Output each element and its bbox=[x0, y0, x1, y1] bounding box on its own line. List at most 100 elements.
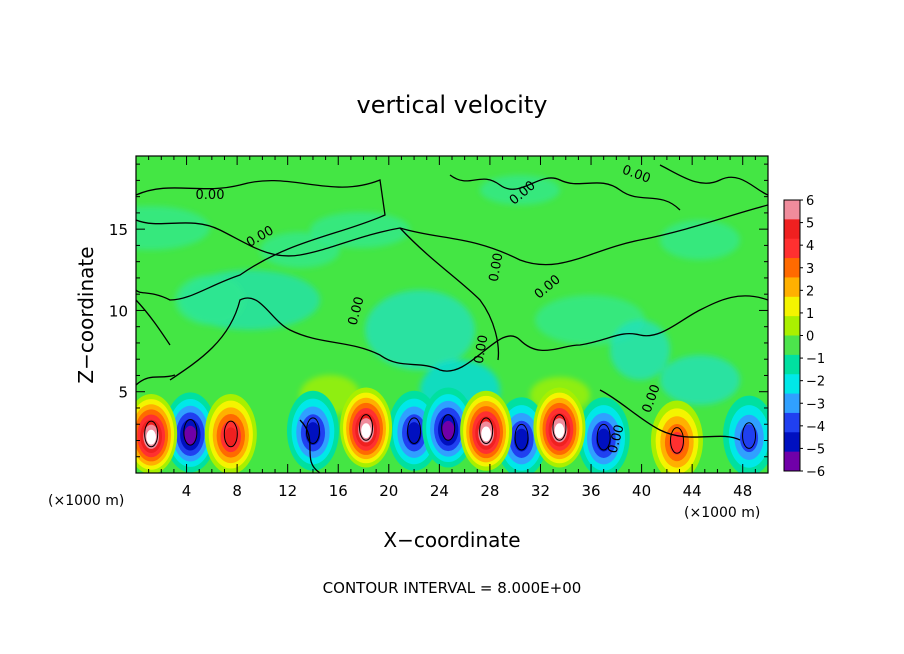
x-tick-label: 40 bbox=[632, 482, 651, 500]
mid-level-patch bbox=[175, 275, 245, 325]
colorbar-label: 1 bbox=[806, 307, 814, 322]
cell-contour bbox=[669, 427, 684, 454]
downdraft-cell bbox=[577, 397, 630, 473]
colorbar-label: 4 bbox=[806, 239, 814, 254]
contour-value-label: 0.00 bbox=[196, 188, 225, 203]
colorbar-segment bbox=[784, 316, 800, 336]
zero-contour-line bbox=[659, 164, 768, 196]
updraft-cell bbox=[650, 400, 703, 473]
cell-contour bbox=[441, 414, 456, 441]
cell-ring bbox=[361, 423, 371, 439]
y-tick-label: 10 bbox=[109, 302, 128, 320]
colorbar-label: −5 bbox=[806, 442, 825, 457]
cell-ring bbox=[481, 426, 491, 442]
zero-contour-line bbox=[169, 295, 768, 381]
colorbar-label: 6 bbox=[806, 194, 814, 209]
x-tick-label: 16 bbox=[329, 482, 348, 500]
colorbar-segment bbox=[784, 393, 800, 414]
contour-value-label: 0.00 bbox=[472, 334, 492, 365]
contour-value-label: 0.00 bbox=[606, 423, 628, 455]
mid-level-patch bbox=[260, 232, 340, 268]
colorbar: 6 5 4 3 2 1 0 −1 −2 −3 −4 −5 −6 bbox=[783, 194, 825, 480]
mid-level-patch bbox=[660, 220, 740, 260]
zero-contour-line bbox=[399, 227, 500, 361]
colorbar-segment bbox=[784, 238, 800, 259]
updraft-cell bbox=[340, 387, 393, 468]
colorbar-label: 0 bbox=[806, 330, 814, 345]
mid-level-patch bbox=[480, 175, 560, 205]
x-tick-label: 32 bbox=[531, 482, 550, 500]
colorbar-label: 2 bbox=[806, 284, 814, 299]
x-tick-label: 4 bbox=[182, 482, 192, 500]
colorbar-label: −1 bbox=[806, 352, 825, 367]
mid-level-patch bbox=[610, 320, 670, 380]
downdraft-cell bbox=[723, 395, 768, 473]
colorbar-label: −3 bbox=[806, 397, 825, 412]
downdraft-cell bbox=[164, 392, 217, 473]
colorbar-segment bbox=[784, 354, 800, 375]
colorbar-label: 5 bbox=[806, 217, 814, 232]
chart-title: vertical velocity bbox=[357, 91, 548, 119]
y-tick-label: 5 bbox=[118, 384, 128, 402]
cell-contour bbox=[223, 420, 238, 448]
updraft-cell bbox=[136, 393, 178, 473]
colorbar-segment bbox=[784, 432, 800, 453]
x-tick-label: 36 bbox=[581, 482, 600, 500]
cell-contour bbox=[183, 419, 198, 446]
cell-contour bbox=[596, 423, 611, 451]
mid-level-patch bbox=[136, 206, 210, 250]
field-area: 0.000.000.000.000.000.000.000.000.000.00 bbox=[136, 156, 768, 473]
cell-contour bbox=[407, 417, 422, 445]
cell-ring bbox=[184, 425, 197, 446]
zero-contour-line bbox=[136, 179, 386, 301]
cell-ring bbox=[554, 423, 565, 439]
downdraft-cell bbox=[286, 390, 339, 471]
colorbar-segment bbox=[784, 335, 800, 356]
cell-contour bbox=[144, 420, 159, 448]
mid-level-patch bbox=[310, 212, 410, 248]
x-tick-label: 48 bbox=[733, 482, 752, 500]
y-axis-label: Z−coordinate bbox=[74, 246, 98, 383]
cell-ring bbox=[514, 428, 529, 452]
cell-contour bbox=[552, 414, 567, 441]
x-axis-label: X−coordinate bbox=[383, 528, 520, 552]
zero-contour-line bbox=[136, 204, 768, 266]
x-tick-label: 24 bbox=[430, 482, 449, 500]
contour-value-label: 0.00 bbox=[487, 252, 507, 283]
x-tick-label: 20 bbox=[379, 482, 398, 500]
x-axis: 4 8 12 16 20 24 28 32 36 40 44 48 bbox=[148, 156, 756, 500]
updraft-cell bbox=[460, 390, 513, 471]
cell-ring bbox=[406, 422, 422, 446]
mid-level-patch bbox=[365, 290, 475, 370]
x-unit-left: (×1000 m) bbox=[48, 493, 124, 509]
mid-level-patch bbox=[660, 355, 740, 405]
x-unit-right: (×1000 m) bbox=[684, 505, 760, 521]
x-tick-label: 44 bbox=[683, 482, 702, 500]
cell-contour bbox=[514, 423, 529, 451]
colorbar-segment bbox=[784, 451, 800, 472]
colorbar-label: −2 bbox=[806, 375, 825, 390]
contour-value-label: 0.00 bbox=[346, 295, 368, 327]
updraft-cell bbox=[204, 393, 257, 473]
colorbar-label: −4 bbox=[806, 420, 825, 435]
colorbar-segment bbox=[784, 219, 800, 240]
cell-contour bbox=[742, 422, 757, 449]
x-tick-label: 8 bbox=[232, 482, 242, 500]
colorbar-segment bbox=[784, 258, 800, 278]
colorbar-label: −6 bbox=[806, 465, 825, 480]
cell-ring bbox=[224, 427, 238, 447]
colorbar-segment bbox=[784, 200, 800, 220]
x-tick-label: 12 bbox=[278, 482, 297, 500]
contour-interval-note: CONTOUR INTERVAL = 8.000E+00 bbox=[323, 579, 582, 597]
cell-ring bbox=[441, 420, 455, 441]
zero-contour-line bbox=[449, 174, 681, 211]
colorbar-label: 3 bbox=[806, 262, 814, 277]
colorbar-segment bbox=[784, 296, 800, 317]
cell-ring bbox=[596, 428, 612, 452]
zero-contour-line bbox=[136, 374, 176, 386]
colorbar-segment bbox=[784, 374, 800, 395]
x-tick-label: 28 bbox=[480, 482, 499, 500]
y-axis: 5 10 15 bbox=[109, 163, 768, 458]
colorbar-segment bbox=[784, 277, 800, 298]
